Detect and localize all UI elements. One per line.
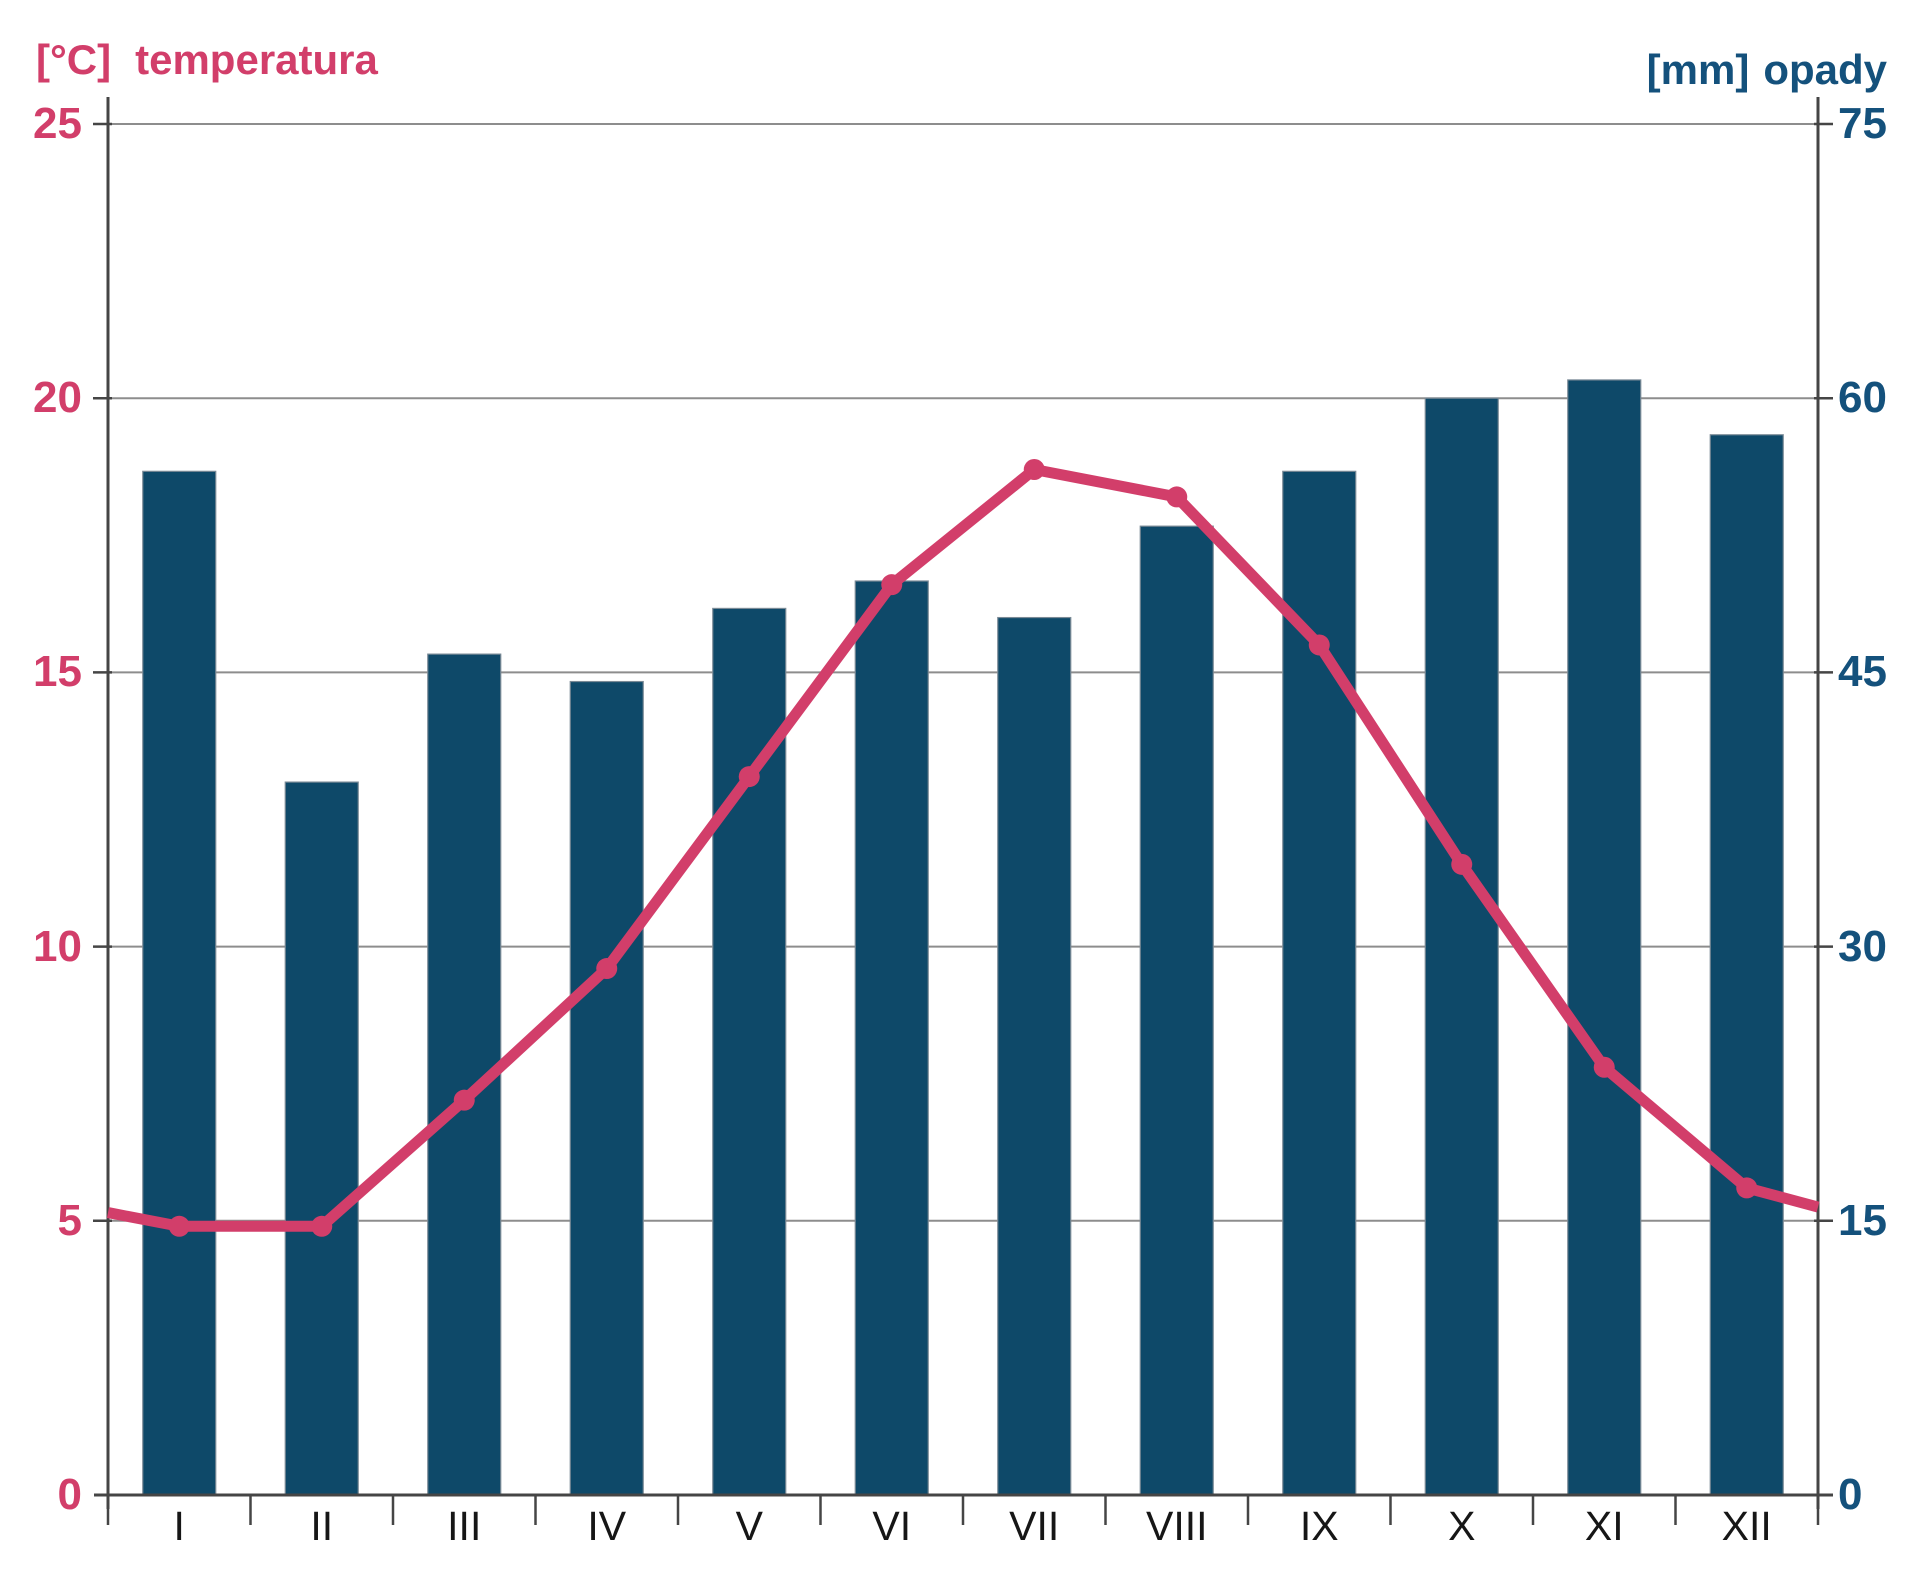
month-label: XII	[1721, 1503, 1772, 1549]
left-axis-tick-label: 0	[57, 1470, 82, 1519]
left-axis-word: temperatura	[135, 36, 378, 83]
month-label: II	[310, 1503, 334, 1549]
temperature-point	[1736, 1177, 1758, 1199]
right-axis-tick-label: 45	[1838, 647, 1887, 697]
month-label: I	[173, 1503, 185, 1549]
temperature-point	[881, 574, 903, 596]
temperature-point	[1023, 458, 1045, 480]
month-label: III	[447, 1503, 482, 1549]
precip-bar	[1709, 434, 1784, 1496]
left-axis-unit: [°C]	[36, 36, 112, 83]
precip-bar	[142, 470, 217, 1496]
temperature-point	[453, 1089, 475, 1111]
month-label: IX	[1299, 1503, 1339, 1549]
right-axis-tick-label: 75	[1838, 99, 1887, 148]
month-label: VI	[872, 1503, 912, 1549]
precip-bar	[712, 607, 787, 1496]
right-axis-unit: [mm]	[1646, 46, 1750, 93]
month-label: IV	[587, 1503, 627, 1549]
left-axis-tick-label: 10	[33, 921, 82, 971]
precip-bar	[854, 580, 929, 1496]
precip-bar	[997, 616, 1072, 1496]
left-axis-tick-label: 15	[33, 647, 82, 697]
temperature-point	[738, 766, 760, 788]
month-label: V	[735, 1503, 763, 1549]
right-axis-word: opady	[1763, 46, 1887, 93]
left-axis-tick-label: 20	[33, 373, 82, 423]
month-label: X	[1448, 1503, 1476, 1549]
precip-bar	[1567, 379, 1642, 1496]
right-axis-title: [mm] opady	[1647, 46, 1887, 94]
right-axis-tick-label: 30	[1838, 921, 1887, 971]
month-label: VII	[1009, 1503, 1060, 1549]
temperature-point	[311, 1215, 333, 1237]
right-axis-tick-label: 15	[1838, 1195, 1887, 1245]
precip-bar	[284, 781, 359, 1496]
temperature-point	[1593, 1056, 1615, 1078]
temperature-point	[168, 1215, 190, 1237]
left-axis-tick-label: 25	[33, 99, 82, 148]
month-label: XI	[1584, 1503, 1624, 1549]
temperature-point	[596, 958, 618, 980]
precip-bar	[1424, 397, 1499, 1496]
right-axis-tick-label: 0	[1838, 1470, 1863, 1519]
precip-bar	[569, 680, 644, 1496]
left-axis-title: [°C] temperatura	[36, 36, 378, 84]
temperature-line	[106, 463, 1820, 1232]
temperature-point	[1451, 853, 1473, 875]
temperature-point	[1166, 486, 1188, 508]
precip-bar	[1139, 525, 1214, 1496]
temperature-point	[1308, 634, 1330, 656]
right-axis-tick-label: 60	[1838, 373, 1887, 423]
month-label: VIII	[1145, 1503, 1208, 1549]
left-axis-tick-label: 5	[57, 1195, 82, 1245]
